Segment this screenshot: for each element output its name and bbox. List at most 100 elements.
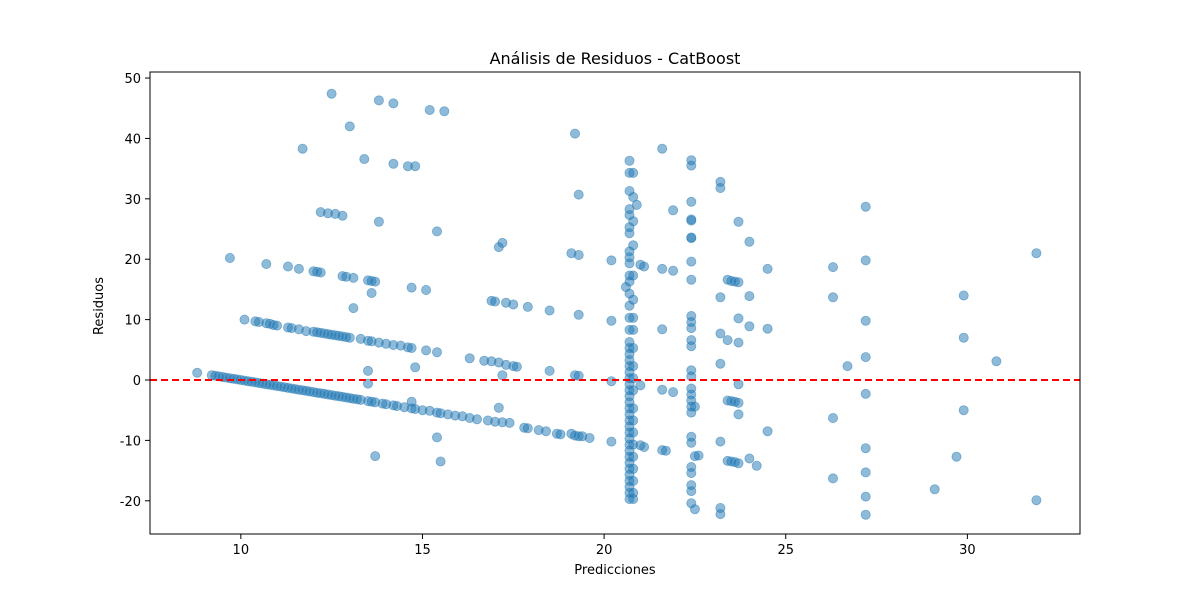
data-point [348, 303, 359, 314]
chart-title: Análisis de Residuos - CatBoost [490, 49, 741, 68]
data-point [689, 401, 700, 412]
data-point [762, 323, 773, 334]
data-point [751, 460, 762, 471]
data-point [715, 182, 726, 193]
y-tick-label: 20 [124, 253, 141, 268]
data-point [628, 475, 639, 486]
y-tick-label: 10 [124, 314, 141, 329]
data-point [628, 294, 639, 305]
data-point [628, 451, 639, 462]
data-point [421, 284, 432, 295]
data-point [686, 467, 697, 478]
data-point [348, 272, 359, 283]
data-point [842, 361, 853, 372]
data-point [657, 143, 668, 154]
data-point [297, 143, 308, 154]
y-tick-label: -10 [120, 434, 141, 449]
x-tick-label: 15 [414, 543, 431, 558]
data-point [431, 432, 442, 443]
data-point [366, 287, 377, 298]
data-point [660, 445, 671, 456]
data-point [431, 347, 442, 358]
data-point [573, 189, 584, 200]
data-point [686, 256, 697, 267]
data-point [573, 249, 584, 260]
data-point [628, 216, 639, 227]
data-point [370, 276, 381, 287]
data-point [860, 388, 871, 399]
data-point [272, 320, 283, 331]
data-point [624, 155, 635, 166]
data-point [464, 353, 475, 364]
data-point [958, 405, 969, 416]
data-point [860, 201, 871, 212]
data-point [239, 314, 250, 325]
data-point [668, 387, 679, 398]
data-point [715, 358, 726, 369]
data-point [657, 263, 668, 274]
x-tick-label: 20 [596, 543, 613, 558]
data-point [224, 252, 235, 263]
data-point [744, 291, 755, 302]
data-point [860, 315, 871, 326]
data-point [439, 106, 450, 117]
data-point [762, 426, 773, 437]
data-point [715, 436, 726, 447]
data-point [497, 237, 508, 248]
data-point [686, 215, 697, 226]
data-point [958, 332, 969, 343]
data-point [315, 267, 326, 278]
data-point [686, 437, 697, 448]
data-point [668, 205, 679, 216]
data-point [497, 370, 508, 381]
data-point [657, 384, 668, 395]
data-point [373, 95, 384, 106]
data-point [344, 121, 355, 132]
data-point [424, 105, 435, 116]
data-point [628, 361, 639, 372]
data-point [628, 463, 639, 474]
axes: 10 15 20 25 30 -20 -10 0 10 20 30 40 50 [120, 71, 1081, 558]
data-point [522, 423, 533, 434]
data-point [373, 216, 384, 227]
data-point [689, 504, 700, 515]
data-point [192, 367, 203, 378]
data-point [570, 128, 581, 139]
data-point [715, 509, 726, 520]
data-point [606, 255, 617, 266]
plot-frame [149, 71, 1081, 535]
data-point [431, 226, 442, 237]
data-point [828, 292, 839, 303]
data-point [668, 265, 679, 276]
data-point [624, 228, 635, 239]
data-point [344, 332, 355, 343]
data-point [261, 258, 272, 269]
data-point [628, 385, 639, 396]
data-point [628, 403, 639, 414]
data-point [606, 315, 617, 326]
data-point [744, 236, 755, 247]
data-point [828, 473, 839, 484]
x-tick-label: 25 [777, 543, 794, 558]
data-point [584, 432, 595, 443]
data-point [410, 161, 421, 172]
x-axis-label: Predicciones [574, 563, 656, 578]
data-point [435, 456, 446, 467]
data-point [490, 296, 501, 307]
data-point [733, 337, 744, 348]
data-point [421, 345, 432, 356]
data-point [406, 342, 417, 353]
data-point [860, 491, 871, 502]
data-point [406, 396, 417, 407]
data-point [715, 328, 726, 339]
data-point [762, 263, 773, 274]
data-point [686, 341, 697, 352]
data-point [860, 255, 871, 266]
data-point [828, 412, 839, 423]
data-point [733, 313, 744, 324]
data-point [951, 451, 962, 462]
data-point [628, 167, 639, 178]
data-point [860, 443, 871, 454]
